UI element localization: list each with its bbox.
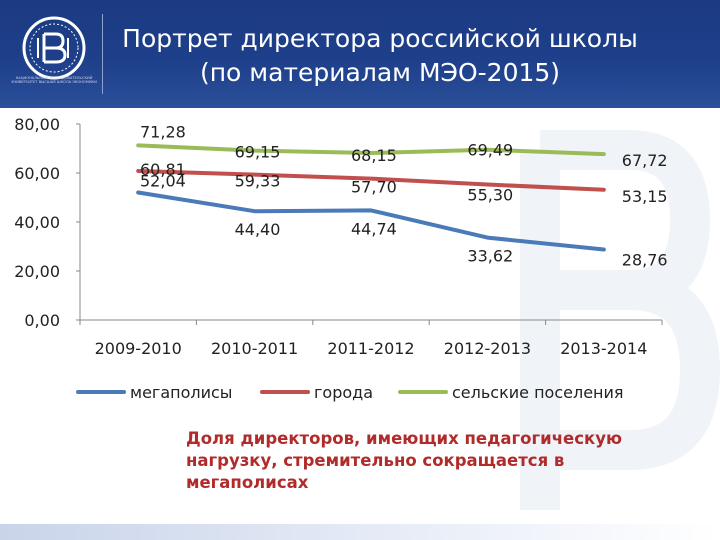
legend-label-1: мегаполисы <box>130 383 232 402</box>
header-banner: НАЦИОНАЛЬНЫЙ ИССЛЕДОВАТЕЛЬСКИЙ УНИВЕРСИТ… <box>0 0 720 108</box>
y-tick-label: 60,00 <box>14 164 60 183</box>
title-line-2: (по материалам МЭО-2015) <box>199 58 561 87</box>
y-tick-label: 0,00 <box>24 311 60 330</box>
page-title: Портрет директора российской школы (по м… <box>110 22 650 90</box>
data-label: 28,76 <box>622 251 668 270</box>
university-logo-icon <box>22 16 86 80</box>
title-line-1: Портрет директора российской школы <box>122 24 638 53</box>
watermark-logo-icon <box>520 130 720 510</box>
y-tick-label: 80,00 <box>14 115 60 134</box>
header-divider <box>102 14 103 94</box>
legend-label-2: города <box>314 383 373 402</box>
data-label: 67,72 <box>622 151 668 170</box>
data-label: 69,15 <box>235 143 281 162</box>
data-label: 53,15 <box>622 187 668 206</box>
data-label: 33,62 <box>467 247 513 266</box>
x-tick-label: 2009-2010 <box>95 339 182 358</box>
x-tick-label: 2010-2011 <box>211 339 298 358</box>
data-label: 71,28 <box>140 122 186 141</box>
footer-bar <box>0 524 720 540</box>
data-label: 69,49 <box>467 141 513 160</box>
data-label: 52,04 <box>140 172 186 191</box>
conclusion-note: Доля директоров, имеющих педагогическую … <box>186 429 622 492</box>
data-label: 55,30 <box>467 186 513 205</box>
x-tick-label: 2011-2012 <box>327 339 414 358</box>
series-line-1 <box>136 190 606 252</box>
y-tick-label: 20,00 <box>14 262 60 281</box>
series-line-3 <box>136 143 606 157</box>
data-label: 57,70 <box>351 178 397 197</box>
line-chart: 80,00 60,00 40,00 20,00 0,00 2009-2010 2010-20… <box>14 115 668 402</box>
data-label: 68,15 <box>351 146 397 165</box>
x-tick-label: 2012-2013 <box>444 339 531 358</box>
data-label: 44,74 <box>351 219 397 238</box>
data-label: 60,81 <box>140 160 186 179</box>
legend-label-3: сельские поселения <box>452 383 624 402</box>
y-tick-label: 40,00 <box>14 213 60 232</box>
data-label: 44,40 <box>235 220 281 239</box>
series-line-2 <box>136 169 606 192</box>
logo-subtext: НАЦИОНАЛЬНЫЙ ИССЛЕДОВАТЕЛЬСКИЙ УНИВЕРСИТ… <box>11 76 97 85</box>
data-label: 59,33 <box>235 172 281 191</box>
x-tick-label: 2013-2014 <box>560 339 647 358</box>
